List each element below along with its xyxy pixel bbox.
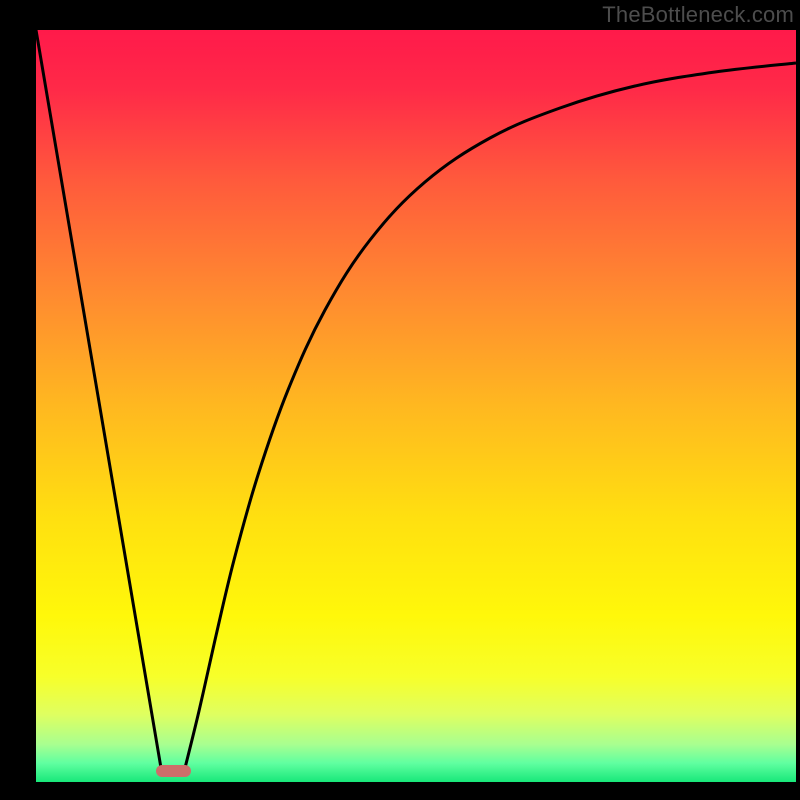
trough-marker <box>156 765 191 777</box>
watermark-text: TheBottleneck.com <box>602 2 794 28</box>
gradient-background <box>36 30 796 782</box>
chart-frame: TheBottleneck.com <box>0 0 800 800</box>
plot-area <box>0 0 800 800</box>
